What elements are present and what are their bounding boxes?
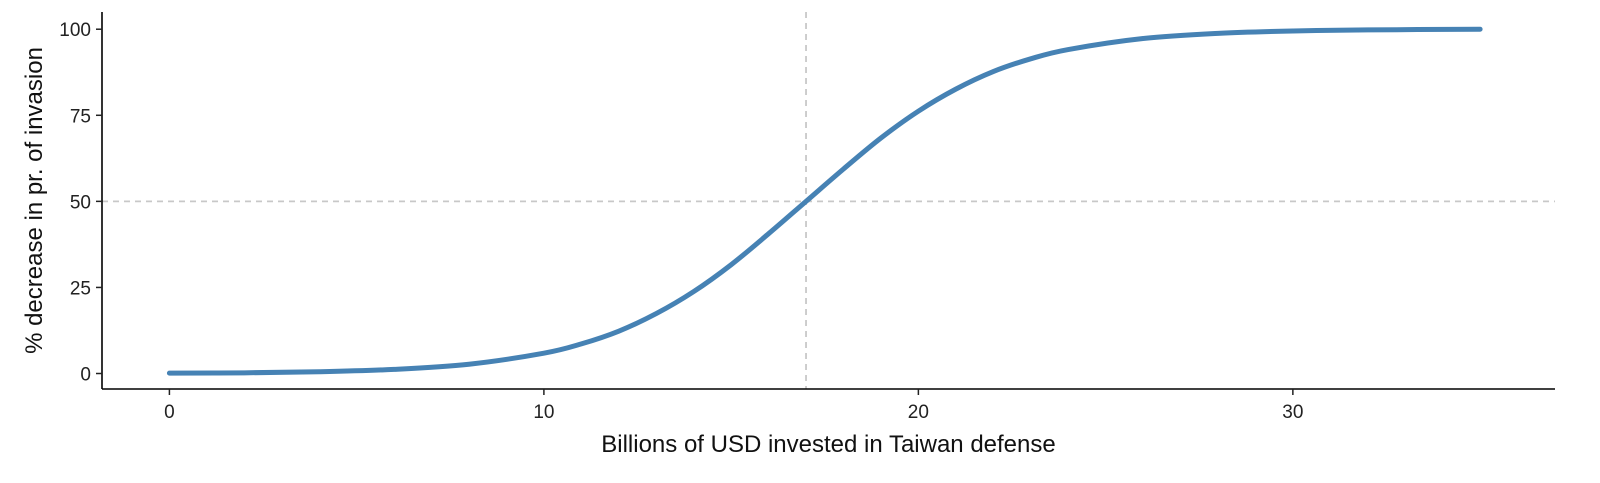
- y-tick-label: 0: [80, 365, 91, 386]
- series-line-0: [166, 26, 1483, 376]
- axes: [101, 12, 1555, 390]
- x-tick-label: 0: [164, 402, 175, 423]
- y-tick-label: 25: [70, 278, 91, 299]
- x-tick-label: 20: [908, 402, 929, 423]
- x-tick-label: 10: [533, 402, 554, 423]
- ticks: 0 10 20 30 0 25 50 75 100: [59, 20, 1303, 423]
- series-layer: [166, 26, 1483, 376]
- y-axis-title: % decrease in pr. of invasion: [21, 47, 48, 354]
- y-tick-label: 100: [59, 20, 91, 41]
- reference-lines: [102, 12, 1555, 389]
- y-tick-label: 75: [70, 106, 91, 127]
- x-tick-label: 30: [1282, 402, 1303, 423]
- x-axis-title: Billions of USD invested in Taiwan defen…: [601, 431, 1055, 458]
- y-tick-label: 50: [70, 192, 91, 213]
